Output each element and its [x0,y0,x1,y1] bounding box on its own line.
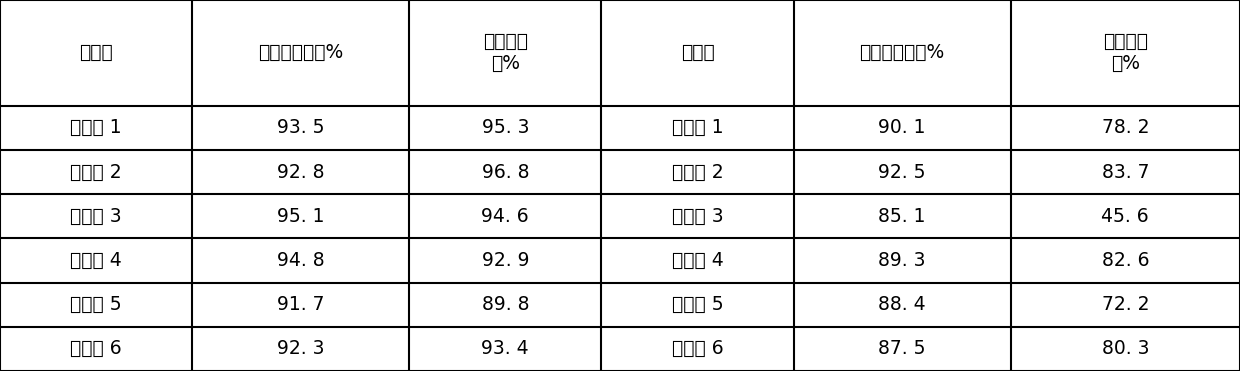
Text: 85. 1: 85. 1 [878,207,926,226]
Text: 实施例: 实施例 [79,43,113,62]
Text: 实施例 2: 实施例 2 [71,162,122,181]
Text: 对比例 3: 对比例 3 [672,207,723,226]
Text: 72. 2: 72. 2 [1101,295,1149,314]
Text: 94. 6: 94. 6 [481,207,529,226]
Text: 首次库伦效率%: 首次库伦效率% [859,43,945,62]
Text: 92. 8: 92. 8 [277,162,325,181]
Text: 94. 8: 94. 8 [277,251,325,270]
Text: 95. 3: 95. 3 [481,118,529,137]
Text: 78. 2: 78. 2 [1101,118,1149,137]
Text: 实施例 4: 实施例 4 [71,251,122,270]
Text: 92. 5: 92. 5 [878,162,926,181]
Text: 89. 8: 89. 8 [481,295,529,314]
Text: 88. 4: 88. 4 [878,295,926,314]
Text: 实施例 3: 实施例 3 [71,207,122,226]
Bar [1011,0,1240,106]
Text: 首次库伦效率%: 首次库伦效率% [258,43,343,62]
Text: 实施例 5: 实施例 5 [71,295,122,314]
Text: 对比例 5: 对比例 5 [672,295,723,314]
Bar [0,0,192,106]
Text: 80. 3: 80. 3 [1101,339,1149,358]
Bar [794,0,1011,106]
Text: 83. 7: 83. 7 [1101,162,1149,181]
Text: 实施例 6: 实施例 6 [71,339,122,358]
Text: 92. 9: 92. 9 [481,251,529,270]
Bar [192,0,409,106]
Text: 90. 1: 90. 1 [878,118,926,137]
Text: 对比例 2: 对比例 2 [672,162,723,181]
Bar [601,0,794,106]
Text: 91. 7: 91. 7 [277,295,325,314]
Text: 82. 6: 82. 6 [1101,251,1149,270]
Text: 93. 4: 93. 4 [481,339,529,358]
Bar [409,0,601,106]
Text: 95. 1: 95. 1 [277,207,325,226]
Text: 92. 3: 92. 3 [277,339,325,358]
Text: 93. 5: 93. 5 [277,118,325,137]
Text: 实施例 1: 实施例 1 [71,118,122,137]
Text: 89. 3: 89. 3 [878,251,926,270]
Text: 96. 8: 96. 8 [481,162,529,181]
Text: 对比例 6: 对比例 6 [672,339,723,358]
Text: 87. 5: 87. 5 [878,339,926,358]
Text: 45. 6: 45. 6 [1101,207,1149,226]
Text: 对比例 1: 对比例 1 [672,118,723,137]
Text: 循环保持
率%: 循环保持 率% [482,32,528,73]
Text: 对比例 4: 对比例 4 [672,251,723,270]
Text: 对比例: 对比例 [681,43,714,62]
Text: 循环保持
率%: 循环保持 率% [1102,32,1148,73]
